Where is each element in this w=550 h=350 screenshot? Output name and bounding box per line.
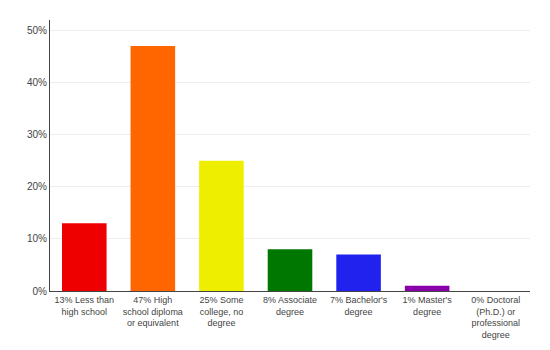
- svg-text:0% Doctoral(Ph.D.) orprofessio: 0% Doctoral(Ph.D.) orprofessionaldegree: [471, 295, 520, 340]
- svg-text:10%: 10%: [27, 233, 47, 244]
- svg-text:1% Master'sdegree: 1% Master'sdegree: [403, 295, 453, 317]
- svg-text:40%: 40%: [27, 77, 47, 88]
- svg-text:13% Less thanhigh school: 13% Less thanhigh school: [55, 295, 115, 317]
- svg-text:20%: 20%: [27, 181, 47, 192]
- svg-text:30%: 30%: [27, 129, 47, 140]
- svg-text:25% Somecollege, nodegree: 25% Somecollege, nodegree: [199, 295, 243, 328]
- svg-text:47% Highschool diplomaor equiv: 47% Highschool diplomaor equivalent: [123, 295, 183, 328]
- svg-text:8% Associatedegree: 8% Associatedegree: [263, 295, 317, 317]
- svg-text:7% Bachelor'sdegree: 7% Bachelor'sdegree: [330, 295, 388, 317]
- svg-text:50%: 50%: [27, 25, 47, 36]
- svg-text:0%: 0%: [33, 286, 48, 297]
